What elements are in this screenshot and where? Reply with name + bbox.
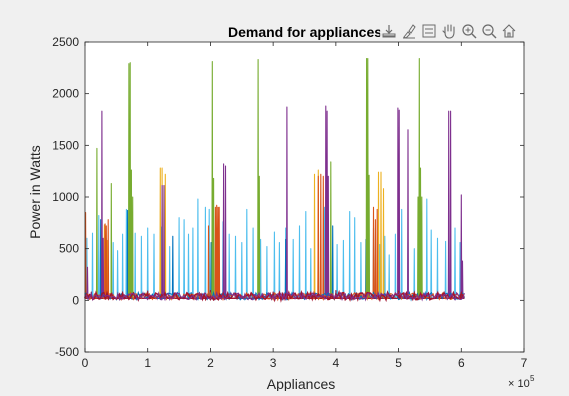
y-tick-label: 1500: [52, 138, 79, 152]
x-tick-label: 4: [333, 356, 340, 370]
x-axis-label: Appliances: [267, 376, 336, 391]
x-tick-label: 7: [521, 356, 528, 370]
y-axis: -500 0 500 1000 1500 2000 2500: [52, 35, 524, 359]
y-tick-label: 0: [72, 293, 79, 307]
pan-icon[interactable]: [440, 22, 458, 40]
series-layer: [84, 57, 465, 303]
legend-icon[interactable]: [420, 22, 438, 40]
axes-toolbar: [380, 22, 518, 40]
y-tick-label: 1000: [52, 190, 79, 204]
x-tick-label: 5: [395, 356, 402, 370]
y-tick-label: -500: [55, 345, 79, 359]
zoom-out-icon[interactable]: [480, 22, 498, 40]
export-icon[interactable]: [380, 22, 398, 40]
home-icon[interactable]: [500, 22, 518, 40]
brush-icon[interactable]: [400, 22, 418, 40]
baseline-noise-line: [84, 290, 465, 302]
y-tick-label: 500: [59, 242, 79, 256]
zoom-in-icon[interactable]: [460, 22, 478, 40]
x-exponent-base: × 10: [508, 378, 530, 390]
x-tick-label: 6: [458, 356, 465, 370]
y-tick-label: 2000: [52, 87, 79, 101]
series-line: [84, 173, 465, 299]
x-tick-label: 0: [82, 356, 89, 370]
x-tick-label: 3: [270, 356, 277, 370]
x-exponent-label: × 10 5: [508, 374, 535, 390]
x-tick-label: 2: [207, 356, 214, 370]
x-exponent-power: 5: [530, 374, 535, 383]
chart-title: Demand for appliances: [228, 24, 382, 40]
x-axis: 0 1 2 3 4 5 6 7: [82, 42, 528, 370]
y-axis-label: Power in Watts: [27, 145, 43, 239]
axes-background: [85, 42, 524, 352]
x-tick-label: 1: [144, 356, 151, 370]
y-tick-label: 2500: [52, 35, 79, 49]
